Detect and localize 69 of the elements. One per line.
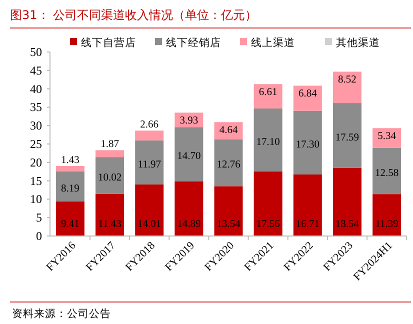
data-label: 8.19 [61, 183, 80, 194]
data-label: 1.87 [100, 139, 119, 150]
bar [293, 174, 322, 236]
data-label: 10.02 [98, 172, 122, 184]
y-tick-label: 45 [30, 63, 42, 78]
y-tick-label: 5 [36, 210, 42, 225]
bar [214, 186, 243, 236]
bar [174, 181, 204, 236]
data-label: 16.71 [296, 219, 320, 230]
bar [135, 140, 164, 184]
bar [254, 84, 282, 108]
y-tick-label: 50 [30, 45, 42, 59]
data-label: 3.93 [180, 116, 198, 127]
y-tick-label: 10 [30, 192, 42, 206]
bar [56, 166, 84, 172]
data-label: 17.30 [296, 140, 320, 151]
bar [96, 150, 124, 158]
data-label: 11.43 [98, 219, 122, 230]
data-label: 5.34 [378, 131, 397, 142]
y-tick-label: 25 [30, 137, 42, 151]
bar [332, 72, 362, 104]
y-tick-label: 30 [30, 118, 42, 133]
bar [293, 110, 322, 175]
data-label: 1.43 [61, 154, 80, 166]
bar [56, 201, 84, 236]
bar [56, 171, 84, 202]
bar [135, 130, 164, 140]
y-tick-label: 15 [30, 174, 42, 188]
legend-label: 其他渠道 [336, 36, 380, 49]
data-label: 2.66 [140, 120, 159, 131]
data-label: 14.01 [138, 219, 162, 230]
data-label: 8.52 [338, 74, 356, 86]
y-tick-label: 40 [30, 82, 42, 96]
bar [332, 168, 362, 236]
bar [372, 148, 402, 194]
data-label: 4.64 [219, 125, 238, 136]
bar [372, 194, 402, 236]
y-tick-label: 0 [36, 229, 42, 243]
y-tick-label: 20 [30, 155, 42, 170]
data-label: 17.56 [256, 219, 280, 230]
bar [135, 184, 164, 236]
data-label: 12.58 [375, 168, 399, 179]
text: 资料来源：公司公告 [12, 307, 111, 320]
data-label: 17.59 [335, 132, 360, 144]
chart-title: 图31： 公司不同渠道收入情况（单位：亿元） [10, 8, 258, 22]
bar [293, 86, 322, 111]
y-tick-label: 35 [30, 100, 42, 114]
bar [96, 157, 124, 194]
legend-label: 线下经销店 [166, 36, 221, 49]
data-label: 6.84 [298, 88, 318, 100]
data-label: 6.61 [258, 87, 278, 98]
data-label: 18.54 [335, 219, 360, 230]
bar [174, 127, 204, 182]
data-label: 9.41 [61, 219, 80, 230]
bar [214, 139, 243, 186]
data-label: 13.54 [216, 219, 242, 230]
bar [254, 171, 282, 236]
data-label: 12.76 [216, 160, 240, 171]
bar [372, 128, 402, 148]
bar [96, 194, 124, 236]
legend-label: 线上渠道 [251, 36, 295, 49]
legend-label: 线下自营店 [81, 36, 136, 49]
data-label: 11.39 [375, 219, 398, 230]
bar [332, 103, 362, 168]
data-label: 11.97 [138, 159, 161, 170]
bar [254, 108, 282, 172]
data-label: 17.10 [256, 136, 280, 148]
data-label: 14.70 [177, 151, 201, 162]
data-label: 14.89 [177, 219, 201, 230]
